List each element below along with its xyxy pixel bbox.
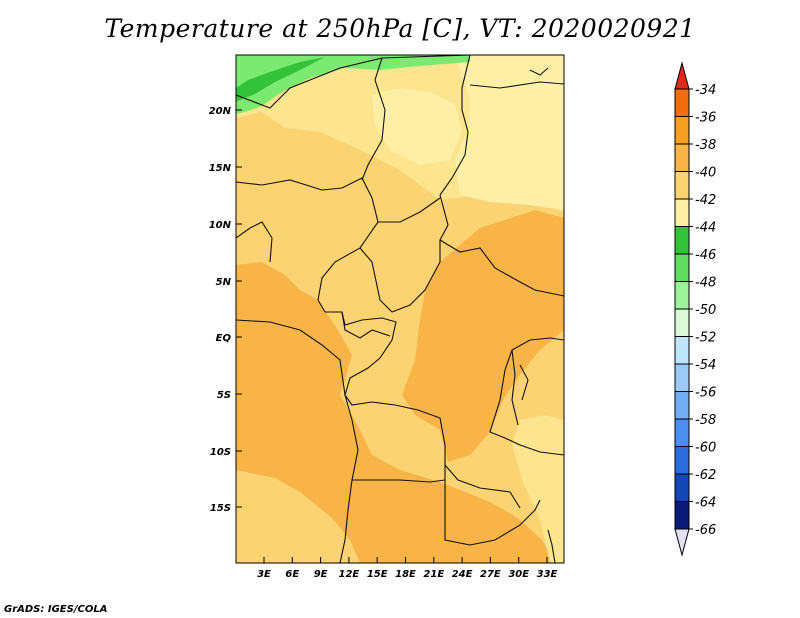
colorbar-label: -52 [695,331,716,346]
colorbar-label: -66 [695,523,716,538]
colorbar-swatch [674,418,690,447]
colorbar-swatch [674,391,690,420]
lon-label: 33E [537,569,558,580]
colorbar-bottom-triangle [674,528,690,557]
lon-label: 18E [395,569,416,580]
colorbar-label: -56 [695,386,716,401]
field-band-east [402,210,564,462]
border-line [511,349,519,426]
colorbar-label: -36 [695,111,716,126]
map-frame [235,54,565,564]
border-line [529,67,549,76]
border-line [236,55,471,109]
colorbar-swatch [674,501,690,530]
colorbar: -34 -36 -38 -40 -42 -44 -46 -48 -50 -52 -54 -56 -58 -… [674,61,716,557]
longitude-axis: 3E 6E 9E 12E 15E 18E 21E 24E 27E 30E 33E [257,557,558,580]
lon-label: 30E [508,569,529,580]
border-line [236,319,346,396]
colorbar-label: -40 [695,166,716,181]
lat-label: 15N [209,163,232,174]
colorbar-swatch [674,171,690,200]
colorbar-label: -62 [695,468,716,483]
lon-label: 15E [367,569,388,580]
colorbar-swatch [674,198,690,227]
lon-label: 21E [423,569,444,580]
lat-label: 20N [209,106,232,117]
border-line [519,364,529,401]
border-line [489,431,564,456]
colorbar-label: -44 [695,221,716,236]
colorbar-label: -64 [695,496,716,511]
border-line [352,479,446,483]
colorbar-label: -58 [695,413,716,428]
colorbar-swatch [674,116,690,145]
lat-label: 10N [209,220,232,231]
colorbar-label: -60 [695,441,716,456]
border-line [236,221,273,263]
border-line [359,240,441,313]
field-band-northeast-lightest [455,55,564,210]
country-borders [236,55,564,563]
colorbar-swatch [674,226,690,255]
colorbar-label: -54 [695,358,716,373]
lon-label: 27E [480,569,501,580]
lon-label: 3E [257,569,271,580]
colorbar-label: -48 [695,276,716,291]
lon-label: 9E [314,569,328,580]
lat-label: 15S [210,503,231,514]
lat-label: 10S [210,447,231,458]
latitude-axis: 20N 15N 10N 5N EQ 5S 10S 15S [209,106,242,514]
border-line [378,197,441,223]
lat-label: 5S [217,390,231,401]
field-band-central-lightest [372,88,462,165]
colorbar-swatch [674,253,690,282]
colorbar-swatch [674,143,690,172]
map-title: Temperature at 250hPa [C], VT: 202002092… [104,14,696,43]
colorbar-swatch [674,363,690,392]
field-band-southeast-light [512,415,564,563]
border-line [444,465,541,546]
border-line [547,529,556,563]
lat-label: EQ [216,333,232,344]
colorbar-swatch [674,473,690,502]
colorbar-label: -50 [695,303,716,318]
lon-label: 24E [452,569,473,580]
border-line [361,57,386,181]
border-line [236,177,379,301]
colorbar-label: -46 [695,248,716,263]
field-band-south [236,262,555,563]
colorbar-swatch [674,336,690,365]
border-line [469,81,564,89]
colorbar-label: -34 [695,83,716,98]
lon-label: 6E [285,569,299,580]
colorbar-swatch [674,308,690,337]
border-line [439,194,564,297]
colorbar-swatch [674,281,690,310]
field-band-southwest-light [236,470,360,563]
colorbar-swatch [674,88,690,117]
field-band-northwest-darkgreen [236,57,325,102]
border-line [341,311,391,339]
colorbar-swatch [674,446,690,475]
border-line [439,55,471,196]
colorbar-label: -38 [695,138,716,153]
lat-label: 5N [216,277,232,288]
lon-label: 12E [339,569,360,580]
grads-credit: GrADS: IGES/COLA [4,604,108,615]
colorbar-top-triangle [674,61,690,90]
colorbar-label: -42 [695,193,716,208]
